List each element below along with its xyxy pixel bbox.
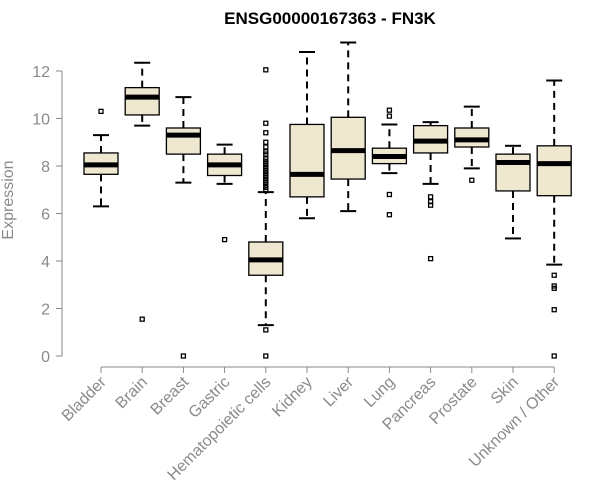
- y-tick-label: 2: [41, 302, 50, 319]
- outlier-point: [386, 191, 393, 198]
- outlier-point: [551, 285, 557, 291]
- y-axis-label: Expression: [0, 160, 17, 239]
- outlier-point: [139, 316, 145, 322]
- x-tick-label: Lung: [361, 374, 398, 411]
- chart-title: ENSG00000167363 - FN3K: [224, 9, 436, 28]
- outlier-point: [427, 194, 434, 200]
- box-hematopoietic-cells: [248, 67, 284, 359]
- outlier-point: [180, 353, 187, 359]
- outlier-point: [263, 130, 269, 136]
- box-prostate: [454, 105, 490, 183]
- y-axis: 0 2 4 6 8 10 12: [32, 64, 63, 366]
- y-tick-label: 12: [32, 64, 50, 81]
- box-liver: [330, 41, 366, 213]
- x-tick-label: Liver: [320, 373, 357, 410]
- y-tick-label: 4: [41, 254, 50, 271]
- outlier-point: [263, 151, 269, 157]
- x-tick-label: Breast: [148, 373, 193, 418]
- outlier-point: [386, 113, 393, 119]
- box-bladder: [83, 108, 119, 208]
- iqr-box: [165, 127, 202, 155]
- box-series: [83, 41, 572, 359]
- outlier-point: [263, 353, 269, 359]
- iqr-box: [289, 123, 325, 198]
- iqr-box: [124, 86, 160, 116]
- box-unknown-other: [536, 79, 572, 359]
- outlier-point: [263, 187, 269, 193]
- y-tick-label: 0: [41, 349, 50, 366]
- x-tick-label: Kidney: [269, 374, 316, 421]
- x-tick-label: Brain: [113, 374, 151, 412]
- outlier-point: [427, 202, 434, 208]
- outlier-point: [386, 107, 393, 113]
- outlier-point: [221, 236, 228, 243]
- outlier-point: [551, 307, 557, 313]
- outlier-point: [263, 120, 269, 126]
- box-brain: [124, 61, 160, 322]
- box-skin: [495, 144, 531, 240]
- x-tick-label: Bladder: [59, 373, 110, 424]
- outlier-point: [98, 108, 104, 115]
- outlier-point: [263, 327, 269, 333]
- box-lung: [371, 107, 408, 218]
- box-kidney: [289, 51, 325, 220]
- iqr-box: [536, 145, 572, 197]
- outlier-point: [469, 177, 475, 183]
- outlier-point: [263, 67, 269, 73]
- outlier-point: [263, 144, 269, 150]
- iqr-box: [495, 153, 531, 192]
- y-tick-label: 6: [41, 207, 50, 224]
- outlier-point: [427, 255, 434, 262]
- y-tick-label: 10: [32, 112, 50, 129]
- box-breast: [165, 96, 202, 359]
- x-tick-label: Skin: [488, 374, 522, 408]
- y-tick-label: 8: [41, 159, 50, 176]
- outlier-point: [386, 212, 393, 218]
- box-pancreas: [412, 121, 449, 262]
- box-gastric: [206, 143, 243, 243]
- outlier-point: [263, 139, 269, 145]
- outlier-point: [551, 272, 557, 278]
- outlier-point: [551, 353, 557, 359]
